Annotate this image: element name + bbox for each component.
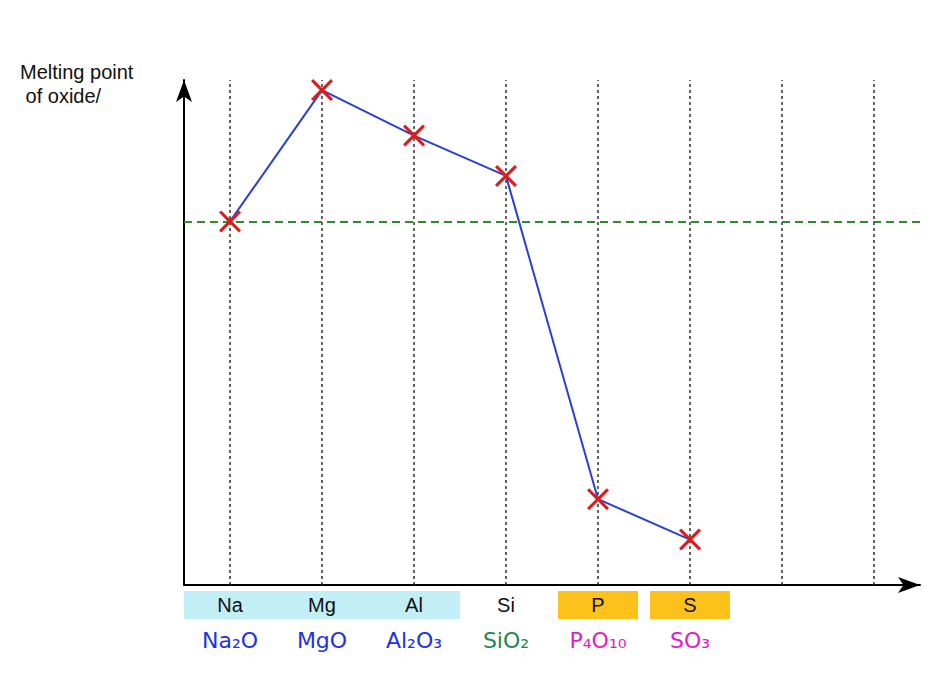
svg-text:Si: Si xyxy=(497,594,515,616)
svg-text:Al: Al xyxy=(405,594,423,616)
svg-text:Na₂O: Na₂O xyxy=(202,628,258,653)
svg-text:Melting point: Melting point xyxy=(20,61,134,83)
svg-text:SiO₂: SiO₂ xyxy=(483,628,529,653)
svg-text:P₄O₁₀: P₄O₁₀ xyxy=(569,628,626,653)
svg-text:S: S xyxy=(683,594,696,616)
svg-text:Al₂O₃: Al₂O₃ xyxy=(386,628,442,653)
svg-text:SO₃: SO₃ xyxy=(670,628,710,653)
svg-text:Mg: Mg xyxy=(308,594,336,616)
svg-text:P: P xyxy=(591,594,604,616)
svg-text:of oxide/: of oxide/ xyxy=(20,85,102,107)
svg-text:MgO: MgO xyxy=(297,628,347,653)
svg-text:Na: Na xyxy=(217,594,243,616)
